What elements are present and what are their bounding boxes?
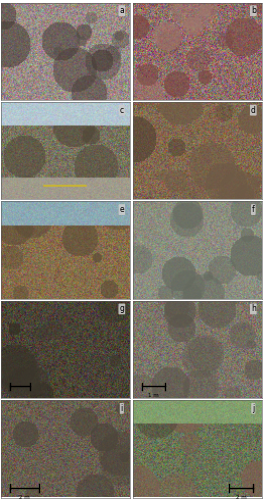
Text: j: j [252, 404, 254, 413]
Text: f: f [252, 205, 255, 214]
Text: 2 m: 2 m [236, 494, 246, 500]
Text: 2 m: 2 m [19, 494, 30, 500]
Text: e: e [119, 205, 124, 214]
Text: g: g [119, 304, 124, 314]
Text: 1 m: 1 m [148, 393, 159, 398]
Text: d: d [251, 106, 256, 114]
Text: h: h [251, 304, 256, 314]
Text: b: b [251, 6, 256, 16]
Text: c: c [120, 106, 124, 114]
Text: i: i [121, 404, 123, 413]
Text: a: a [119, 6, 124, 16]
